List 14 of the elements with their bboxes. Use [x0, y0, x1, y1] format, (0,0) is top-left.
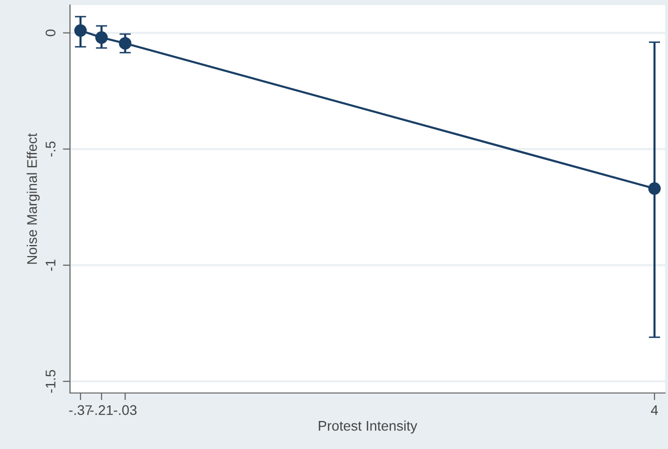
- x-tick-label: -.37: [69, 405, 92, 416]
- y-tick-label: -.5: [46, 142, 56, 157]
- x-axis-title: Protest Intensity: [318, 420, 418, 434]
- point: [118, 37, 132, 50]
- point: [648, 182, 661, 195]
- x-tick-label: 4: [650, 405, 658, 415]
- x-tick-label: -.03: [114, 405, 137, 416]
- y-axis-title: Noise Marginal Effect: [26, 133, 40, 264]
- x-tick-label: -.21: [90, 405, 113, 415]
- y-tick-label: -1: [46, 260, 56, 271]
- point: [74, 24, 87, 37]
- y-tick-label: 0: [46, 30, 56, 36]
- y-tick-label: -1.5: [46, 370, 56, 393]
- point: [95, 31, 108, 44]
